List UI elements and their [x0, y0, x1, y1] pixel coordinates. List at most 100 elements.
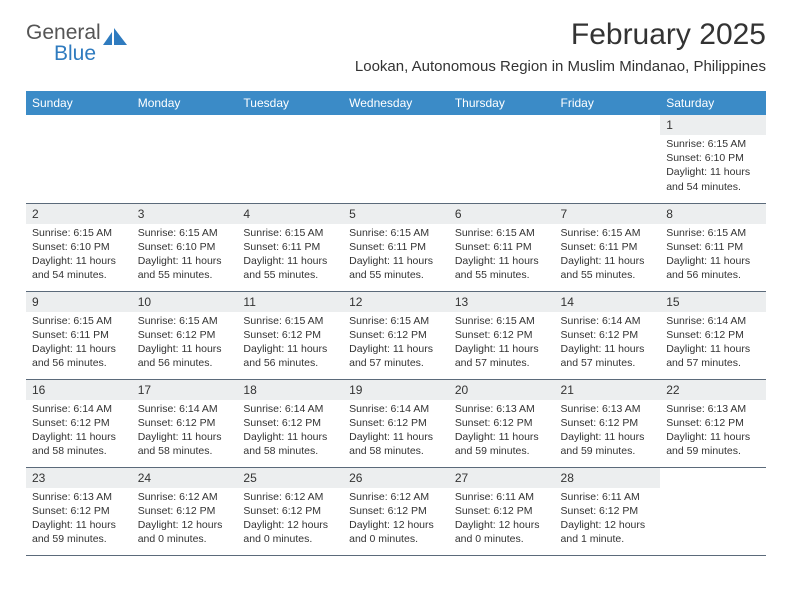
calendar-day-cell [26, 115, 132, 203]
day-details: Sunrise: 6:12 AMSunset: 6:12 PMDaylight:… [237, 488, 343, 551]
day-number: 26 [343, 468, 449, 488]
sunrise-text: Sunrise: 6:14 AM [138, 402, 232, 416]
day-details: Sunrise: 6:14 AMSunset: 6:12 PMDaylight:… [26, 400, 132, 463]
calendar-day-cell: 2Sunrise: 6:15 AMSunset: 6:10 PMDaylight… [26, 203, 132, 291]
sunset-text: Sunset: 6:11 PM [561, 240, 655, 254]
sunrise-text: Sunrise: 6:13 AM [666, 402, 760, 416]
day-details: Sunrise: 6:14 AMSunset: 6:12 PMDaylight:… [555, 312, 661, 375]
calendar-day-cell: 8Sunrise: 6:15 AMSunset: 6:11 PMDaylight… [660, 203, 766, 291]
brand-sail-icon [103, 28, 129, 49]
sunset-text: Sunset: 6:12 PM [349, 416, 443, 430]
calendar-week-row: 9Sunrise: 6:15 AMSunset: 6:11 PMDaylight… [26, 291, 766, 379]
calendar-day-cell: 18Sunrise: 6:14 AMSunset: 6:12 PMDayligh… [237, 379, 343, 467]
day-details: Sunrise: 6:15 AMSunset: 6:11 PMDaylight:… [237, 224, 343, 287]
day-number: 14 [555, 292, 661, 312]
sunset-text: Sunset: 6:12 PM [349, 328, 443, 342]
calendar-day-cell: 3Sunrise: 6:15 AMSunset: 6:10 PMDaylight… [132, 203, 238, 291]
calendar-day-cell: 21Sunrise: 6:13 AMSunset: 6:12 PMDayligh… [555, 379, 661, 467]
sunrise-text: Sunrise: 6:13 AM [455, 402, 549, 416]
day-details: Sunrise: 6:15 AMSunset: 6:11 PMDaylight:… [555, 224, 661, 287]
calendar-day-cell: 6Sunrise: 6:15 AMSunset: 6:11 PMDaylight… [449, 203, 555, 291]
sunrise-text: Sunrise: 6:12 AM [349, 490, 443, 504]
sunset-text: Sunset: 6:11 PM [243, 240, 337, 254]
sunrise-text: Sunrise: 6:14 AM [32, 402, 126, 416]
calendar-day-cell [660, 467, 766, 555]
daylight-text: Daylight: 11 hours and 58 minutes. [349, 430, 443, 458]
brand-general: General [26, 24, 101, 43]
day-number: 18 [237, 380, 343, 400]
day-details: Sunrise: 6:11 AMSunset: 6:12 PMDaylight:… [555, 488, 661, 551]
sunrise-text: Sunrise: 6:15 AM [32, 314, 126, 328]
title-block: February 2025 Lookan, Autonomous Region … [355, 18, 766, 75]
sunrise-text: Sunrise: 6:14 AM [561, 314, 655, 328]
day-number: 10 [132, 292, 238, 312]
sunrise-text: Sunrise: 6:15 AM [666, 226, 760, 240]
sunrise-text: Sunrise: 6:14 AM [666, 314, 760, 328]
page-header: General Blue February 2025 Lookan, Auton… [0, 0, 792, 81]
daylight-text: Daylight: 11 hours and 54 minutes. [32, 254, 126, 282]
daylight-text: Daylight: 11 hours and 56 minutes. [243, 342, 337, 370]
sunrise-text: Sunrise: 6:14 AM [243, 402, 337, 416]
day-details: Sunrise: 6:15 AMSunset: 6:12 PMDaylight:… [343, 312, 449, 375]
calendar-day-cell: 7Sunrise: 6:15 AMSunset: 6:11 PMDaylight… [555, 203, 661, 291]
daylight-text: Daylight: 11 hours and 59 minutes. [561, 430, 655, 458]
sunset-text: Sunset: 6:11 PM [666, 240, 760, 254]
daylight-text: Daylight: 11 hours and 57 minutes. [349, 342, 443, 370]
daylight-text: Daylight: 11 hours and 58 minutes. [32, 430, 126, 458]
calendar-day-cell: 10Sunrise: 6:15 AMSunset: 6:12 PMDayligh… [132, 291, 238, 379]
sunrise-text: Sunrise: 6:15 AM [138, 226, 232, 240]
sunset-text: Sunset: 6:12 PM [32, 416, 126, 430]
weekday-header: Sunday [26, 91, 132, 115]
calendar-day-cell: 25Sunrise: 6:12 AMSunset: 6:12 PMDayligh… [237, 467, 343, 555]
calendar-day-cell: 26Sunrise: 6:12 AMSunset: 6:12 PMDayligh… [343, 467, 449, 555]
daylight-text: Daylight: 11 hours and 58 minutes. [138, 430, 232, 458]
sunset-text: Sunset: 6:12 PM [561, 328, 655, 342]
day-details: Sunrise: 6:13 AMSunset: 6:12 PMDaylight:… [555, 400, 661, 463]
month-title: February 2025 [355, 18, 766, 52]
sunset-text: Sunset: 6:12 PM [561, 416, 655, 430]
sunset-text: Sunset: 6:10 PM [138, 240, 232, 254]
sunrise-text: Sunrise: 6:11 AM [455, 490, 549, 504]
sunrise-text: Sunrise: 6:15 AM [455, 226, 549, 240]
brand-blue: Blue [54, 45, 96, 64]
day-number: 28 [555, 468, 661, 488]
day-number: 27 [449, 468, 555, 488]
sunrise-text: Sunrise: 6:11 AM [561, 490, 655, 504]
day-details: Sunrise: 6:15 AMSunset: 6:10 PMDaylight:… [26, 224, 132, 287]
weekday-header: Saturday [660, 91, 766, 115]
sunset-text: Sunset: 6:11 PM [32, 328, 126, 342]
weekday-header: Friday [555, 91, 661, 115]
sunrise-text: Sunrise: 6:12 AM [138, 490, 232, 504]
sunrise-text: Sunrise: 6:13 AM [32, 490, 126, 504]
calendar-day-cell: 17Sunrise: 6:14 AMSunset: 6:12 PMDayligh… [132, 379, 238, 467]
calendar-week-row: 16Sunrise: 6:14 AMSunset: 6:12 PMDayligh… [26, 379, 766, 467]
calendar-day-cell: 12Sunrise: 6:15 AMSunset: 6:12 PMDayligh… [343, 291, 449, 379]
daylight-text: Daylight: 11 hours and 59 minutes. [32, 518, 126, 546]
daylight-text: Daylight: 11 hours and 55 minutes. [455, 254, 549, 282]
day-number: 21 [555, 380, 661, 400]
weekday-header: Monday [132, 91, 238, 115]
day-details: Sunrise: 6:15 AMSunset: 6:11 PMDaylight:… [26, 312, 132, 375]
calendar-day-cell [449, 115, 555, 203]
calendar-day-cell: 13Sunrise: 6:15 AMSunset: 6:12 PMDayligh… [449, 291, 555, 379]
sunset-text: Sunset: 6:12 PM [243, 416, 337, 430]
sunset-text: Sunset: 6:10 PM [666, 151, 760, 165]
calendar-day-cell: 1Sunrise: 6:15 AMSunset: 6:10 PMDaylight… [660, 115, 766, 203]
sunrise-text: Sunrise: 6:15 AM [243, 314, 337, 328]
calendar-day-cell: 15Sunrise: 6:14 AMSunset: 6:12 PMDayligh… [660, 291, 766, 379]
daylight-text: Daylight: 11 hours and 57 minutes. [455, 342, 549, 370]
calendar-day-cell: 20Sunrise: 6:13 AMSunset: 6:12 PMDayligh… [449, 379, 555, 467]
calendar-day-cell: 9Sunrise: 6:15 AMSunset: 6:11 PMDaylight… [26, 291, 132, 379]
daylight-text: Daylight: 11 hours and 57 minutes. [666, 342, 760, 370]
daylight-text: Daylight: 12 hours and 0 minutes. [455, 518, 549, 546]
day-details: Sunrise: 6:12 AMSunset: 6:12 PMDaylight:… [132, 488, 238, 551]
day-details: Sunrise: 6:15 AMSunset: 6:10 PMDaylight:… [132, 224, 238, 287]
sunrise-text: Sunrise: 6:15 AM [138, 314, 232, 328]
day-number: 12 [343, 292, 449, 312]
sunrise-text: Sunrise: 6:12 AM [243, 490, 337, 504]
daylight-text: Daylight: 12 hours and 1 minute. [561, 518, 655, 546]
day-number: 13 [449, 292, 555, 312]
day-details: Sunrise: 6:14 AMSunset: 6:12 PMDaylight:… [660, 312, 766, 375]
calendar-day-cell [132, 115, 238, 203]
calendar-day-cell: 16Sunrise: 6:14 AMSunset: 6:12 PMDayligh… [26, 379, 132, 467]
